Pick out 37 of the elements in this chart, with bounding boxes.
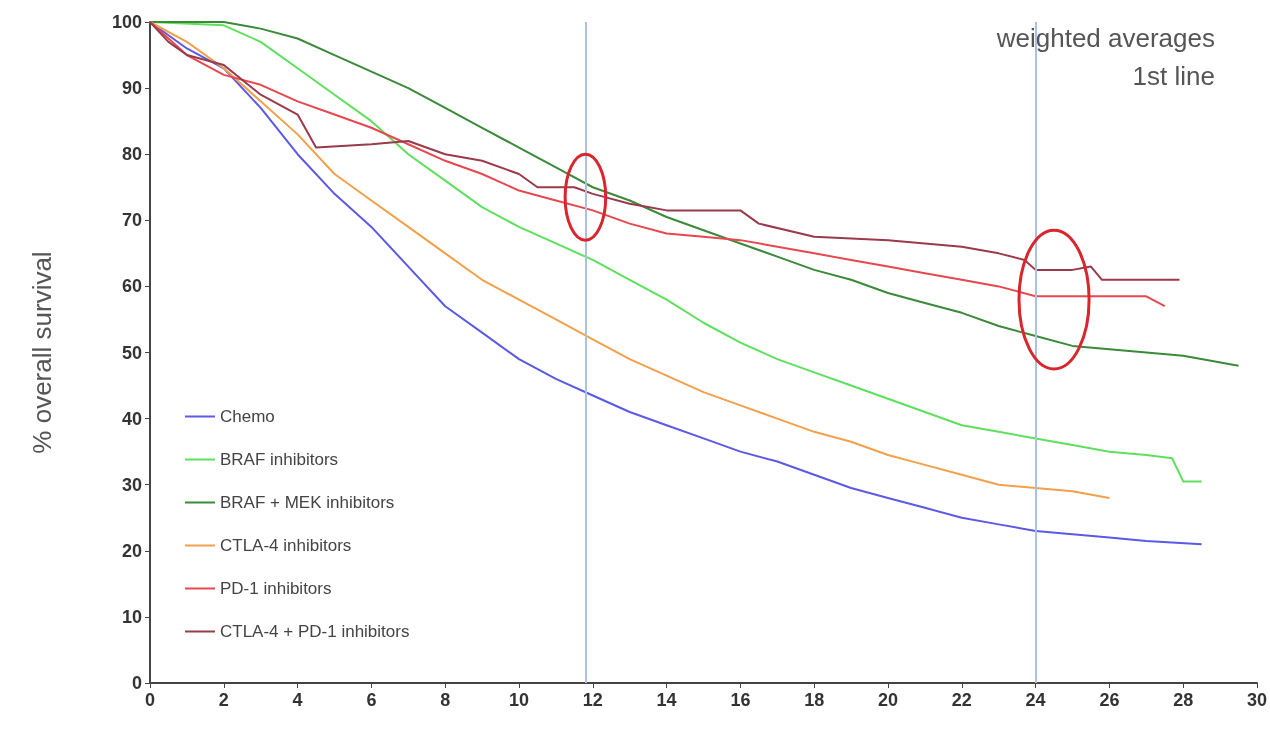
x-tick-label: 4: [292, 690, 303, 710]
y-tick-label: 90: [121, 78, 142, 99]
legend-label: CTLA-4 + PD-1 inhibitors: [220, 622, 410, 641]
y-tick-label: 100: [111, 12, 142, 32]
x-tick-label: 16: [730, 690, 751, 710]
x-tick-label: 2: [218, 690, 229, 710]
legend-label: BRAF inhibitors: [220, 450, 339, 469]
legend-label: PD-1 inhibitors: [220, 579, 332, 598]
y-tick-label: 10: [121, 606, 142, 627]
y-tick-label: 20: [121, 540, 142, 561]
x-tick-label: 22: [951, 690, 972, 710]
x-tick-label: 20: [877, 690, 899, 710]
x-tick-label: 6: [366, 690, 377, 710]
x-tick-label: 26: [1099, 690, 1120, 710]
x-tick-label: 30: [1246, 690, 1267, 710]
x-tick-label: 10: [508, 690, 530, 710]
annotation: 1st line: [1132, 61, 1215, 91]
y-tick-label: 40: [121, 408, 142, 429]
x-tick-label: 12: [582, 690, 603, 710]
y-tick-label: 0: [131, 673, 142, 693]
y-tick-label: 70: [121, 210, 142, 231]
y-tick-label: 30: [121, 474, 142, 495]
x-tick-label: 28: [1173, 690, 1194, 710]
x-tick-label: 14: [656, 690, 677, 710]
y-tick-label: 80: [121, 144, 142, 165]
x-tick-label: 8: [440, 690, 451, 710]
legend-label: CTLA-4 inhibitors: [220, 536, 352, 555]
line-series: [149, 21, 1240, 367]
legend-label: BRAF + MEK inhibitors: [220, 493, 395, 512]
x-tick-label: 24: [1025, 690, 1046, 710]
y-tick-label: 60: [121, 276, 142, 297]
annotation: weighted averages: [995, 23, 1215, 53]
x-tick-label: 0: [144, 690, 156, 710]
y-tick-label: 50: [121, 342, 142, 363]
legend-label: Chemo: [220, 407, 275, 426]
y-axis-title: % overall survival: [27, 251, 57, 454]
x-tick-label: 18: [804, 690, 825, 710]
